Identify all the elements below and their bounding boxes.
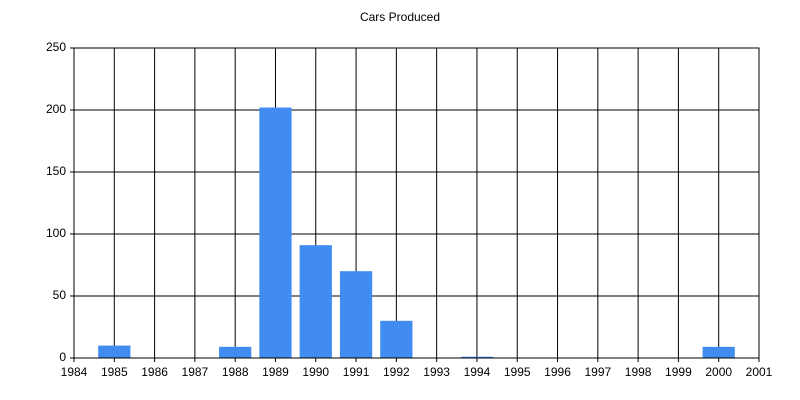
bar bbox=[98, 345, 131, 358]
bar bbox=[299, 245, 332, 358]
bar bbox=[702, 346, 735, 358]
x-tick-label: 1997 bbox=[584, 365, 611, 379]
x-tick-label: 1994 bbox=[464, 365, 491, 379]
x-tick-label: 2001 bbox=[746, 365, 773, 379]
x-tick-label: 1993 bbox=[423, 365, 450, 379]
bar bbox=[259, 107, 292, 359]
x-tick-label: 1998 bbox=[625, 365, 652, 379]
x-tick-label: 1987 bbox=[182, 365, 209, 379]
x-tick-label: 1984 bbox=[61, 365, 88, 379]
y-tick-label: 150 bbox=[46, 164, 66, 178]
y-tick-label: 50 bbox=[53, 288, 67, 302]
x-tick-label: 1985 bbox=[101, 365, 128, 379]
y-tick-label: 250 bbox=[46, 40, 66, 54]
x-tick-label: 2000 bbox=[705, 365, 732, 379]
bar bbox=[380, 320, 413, 358]
bar bbox=[339, 271, 373, 358]
x-tick-label: 1988 bbox=[222, 365, 249, 379]
bar bbox=[460, 356, 494, 358]
x-tick-label: 1995 bbox=[504, 365, 531, 379]
x-tick-label: 1996 bbox=[544, 365, 571, 379]
y-tick-label: 100 bbox=[46, 226, 66, 240]
y-tick-label: 0 bbox=[59, 350, 66, 364]
x-tick-label: 1990 bbox=[302, 365, 329, 379]
x-tick-label: 1986 bbox=[141, 365, 168, 379]
x-tick-label: 1989 bbox=[262, 365, 289, 379]
plot-border bbox=[73, 47, 760, 359]
chart-title: Cars Produced bbox=[360, 10, 440, 24]
bar bbox=[219, 346, 252, 358]
x-tick-label: 1999 bbox=[665, 365, 692, 379]
x-tick-label: 1991 bbox=[343, 365, 370, 379]
x-tick-label: 1992 bbox=[383, 365, 410, 379]
y-tick-label: 200 bbox=[46, 102, 66, 116]
